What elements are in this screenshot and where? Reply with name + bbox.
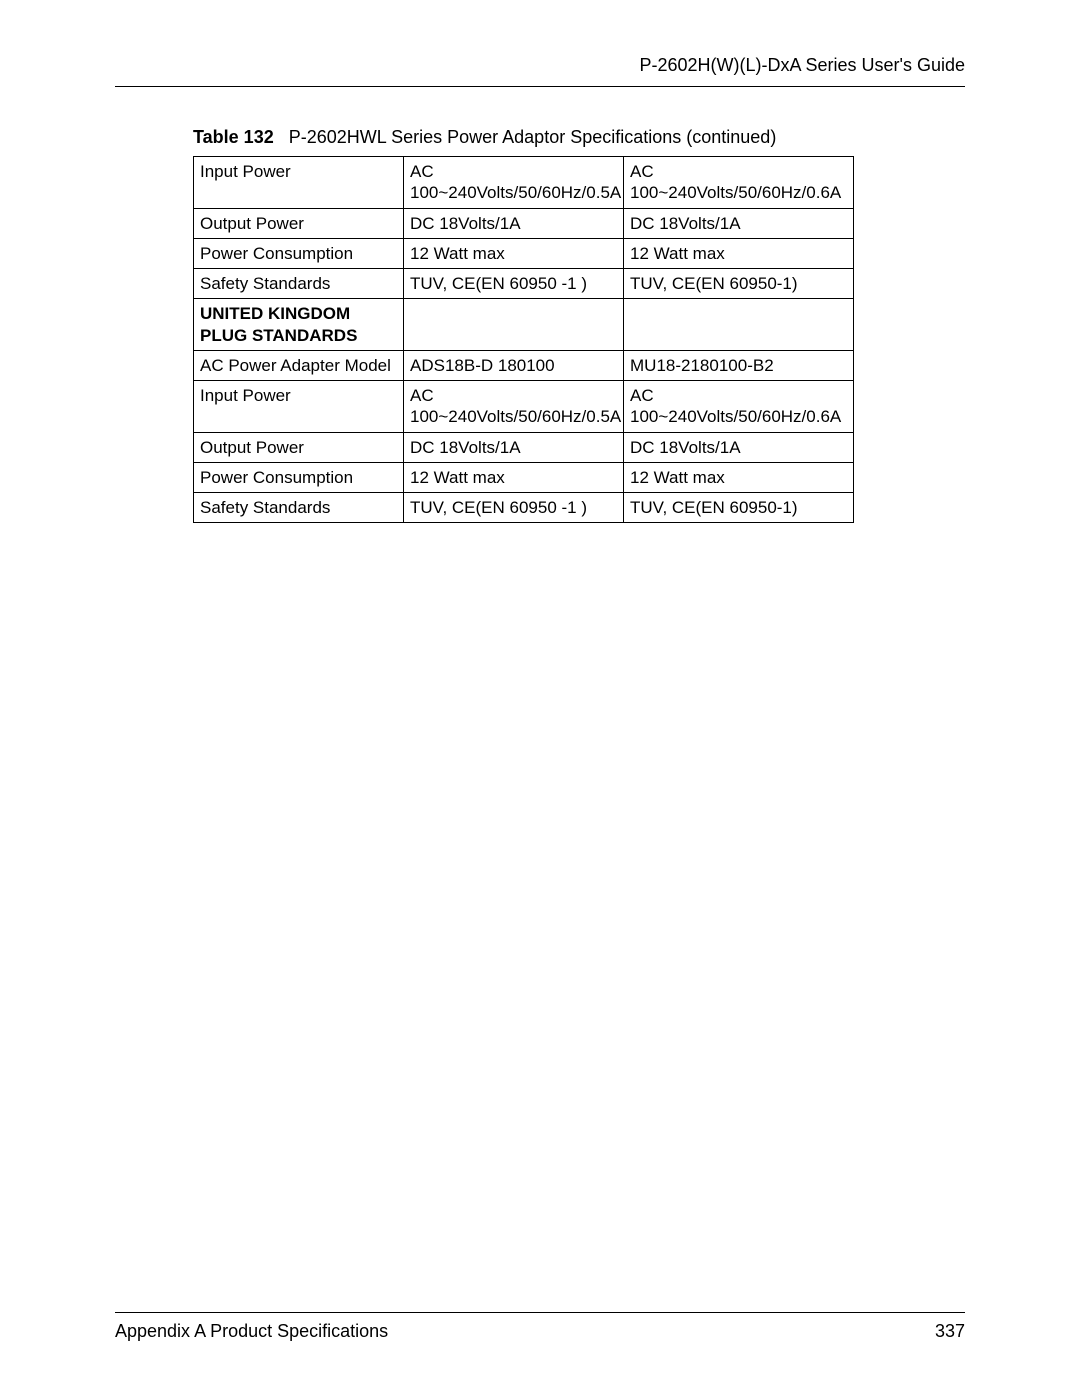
table-cell: Safety Standards [194,493,404,523]
table-cell: 12 Watt max [624,238,854,268]
table-cell: 12 Watt max [404,462,624,492]
table-cell-section-head: UNITED KINGDOM PLUG STANDARDS [194,299,404,351]
table-number: Table 132 [193,127,274,147]
header-rule [115,86,965,87]
table-cell: Safety Standards [194,269,404,299]
table-row: Output Power DC 18Volts/1A DC 18Volts/1A [194,432,854,462]
footer-rule [115,1312,965,1313]
table-row: Input Power AC 100~240Volts/50/60Hz/0.5A… [194,381,854,433]
table-cell: DC 18Volts/1A [624,208,854,238]
table-cell: Input Power [194,157,404,209]
table-cell: DC 18Volts/1A [404,208,624,238]
table-cell: AC 100~240Volts/50/60Hz/0.6A [624,381,854,433]
page-footer: Appendix A Product Specifications 337 [115,1312,965,1342]
footer-left: Appendix A Product Specifications [115,1321,388,1342]
spec-table: Input Power AC 100~240Volts/50/60Hz/0.5A… [193,156,854,523]
table-cell: Input Power [194,381,404,433]
table-cell: TUV, CE(EN 60950 -1 ) [404,493,624,523]
table-cell: 12 Watt max [624,462,854,492]
table-row: Safety Standards TUV, CE(EN 60950 -1 ) T… [194,269,854,299]
table-cell: MU18-2180100-B2 [624,350,854,380]
table-cell [624,299,854,351]
table-row: Power Consumption 12 Watt max 12 Watt ma… [194,462,854,492]
table-cell: DC 18Volts/1A [404,432,624,462]
table-cell: ADS18B-D 180100 [404,350,624,380]
table-cell: TUV, CE(EN 60950-1) [624,269,854,299]
header-guide-title: P-2602H(W)(L)-DxA Series User's Guide [115,55,965,76]
table-cell: TUV, CE(EN 60950-1) [624,493,854,523]
page: P-2602H(W)(L)-DxA Series User's Guide Ta… [0,0,1080,1397]
page-number: 337 [935,1321,965,1342]
table-row: Safety Standards TUV, CE(EN 60950 -1 ) T… [194,493,854,523]
table-cell: DC 18Volts/1A [624,432,854,462]
table-cell: 12 Watt max [404,238,624,268]
table-cell: AC 100~240Volts/50/60Hz/0.6A [624,157,854,209]
table-row: AC Power Adapter Model ADS18B-D 180100 M… [194,350,854,380]
table-row: Input Power AC 100~240Volts/50/60Hz/0.5A… [194,157,854,209]
table-cell: AC 100~240Volts/50/60Hz/0.5A [404,381,624,433]
table-cell: Output Power [194,432,404,462]
table-cell: Power Consumption [194,238,404,268]
table-cell [404,299,624,351]
table-caption-text: P-2602HWL Series Power Adaptor Specifica… [289,127,777,147]
table-row-section: UNITED KINGDOM PLUG STANDARDS [194,299,854,351]
table-row: Power Consumption 12 Watt max 12 Watt ma… [194,238,854,268]
table-cell: AC 100~240Volts/50/60Hz/0.5A [404,157,624,209]
table-cell: AC Power Adapter Model [194,350,404,380]
table-cell: Power Consumption [194,462,404,492]
table-caption: Table 132 P-2602HWL Series Power Adaptor… [193,127,965,148]
table-cell: Output Power [194,208,404,238]
table-row: Output Power DC 18Volts/1A DC 18Volts/1A [194,208,854,238]
table-cell: TUV, CE(EN 60950 -1 ) [404,269,624,299]
